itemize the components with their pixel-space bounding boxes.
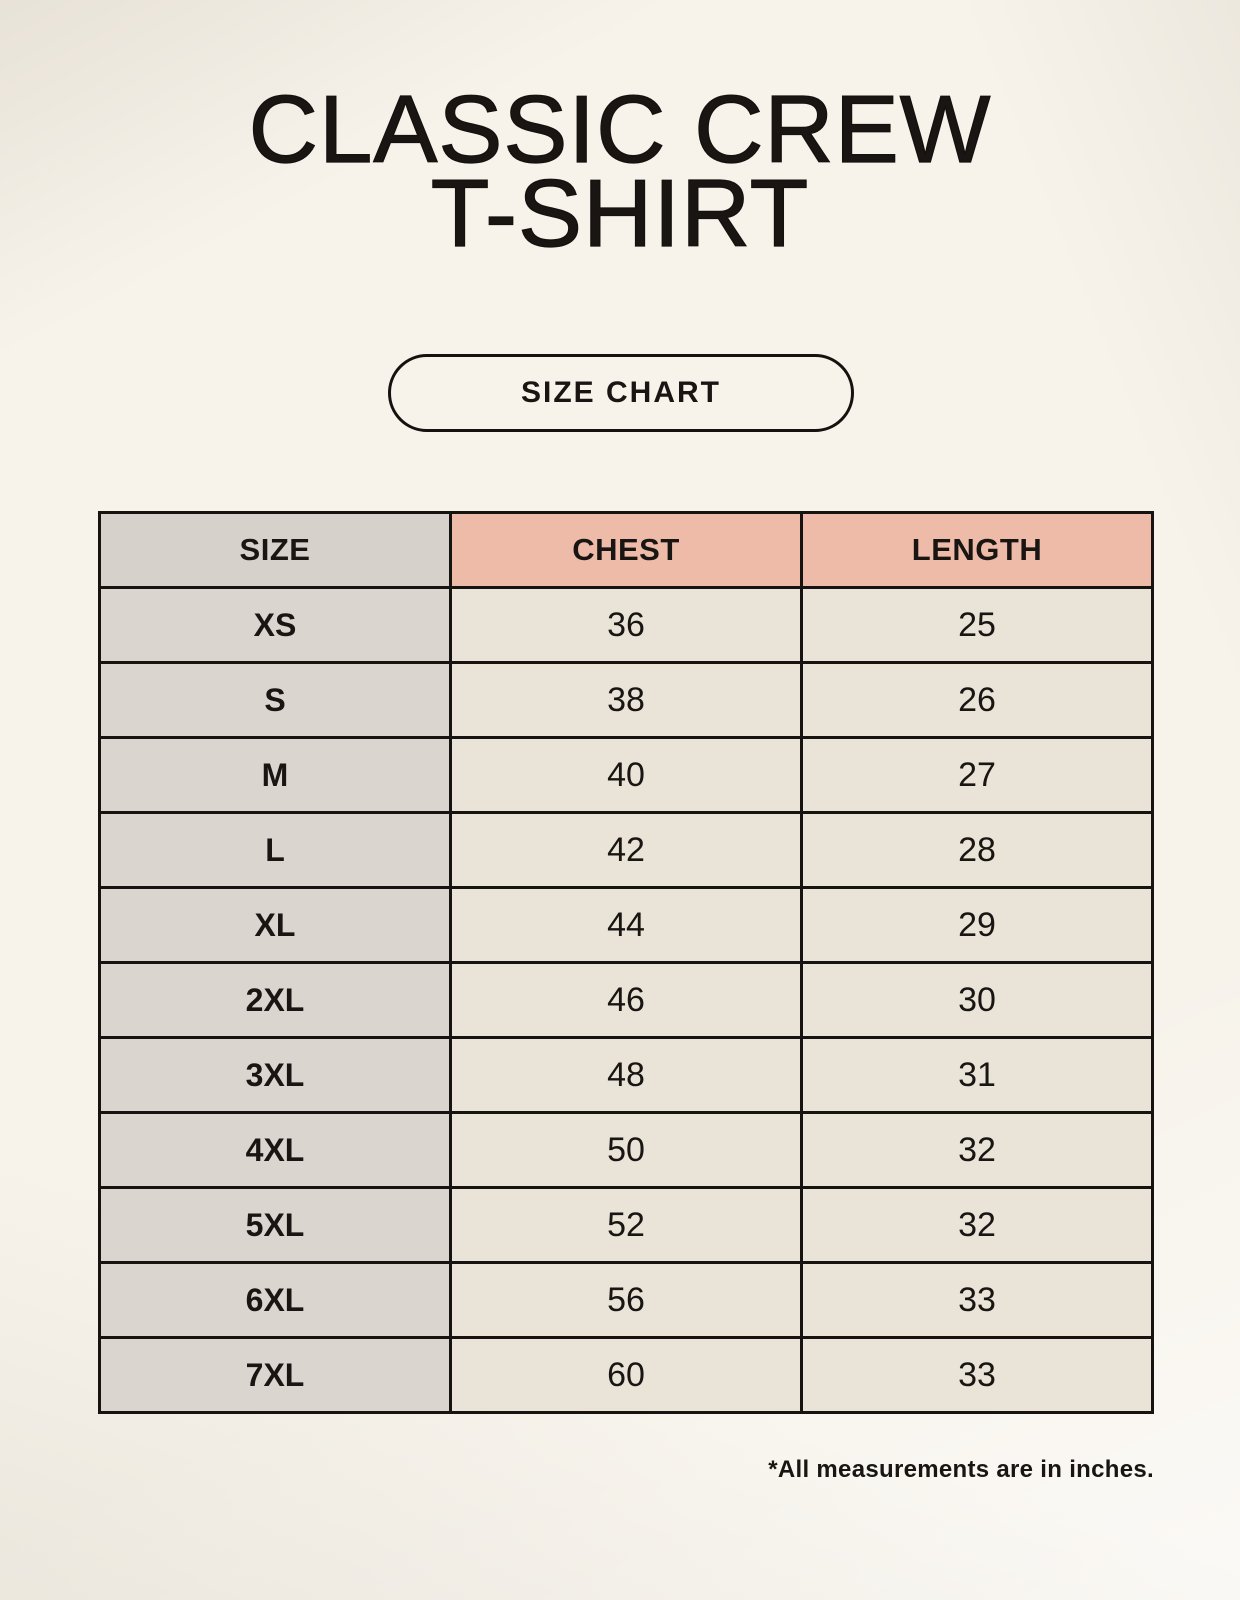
column-header-chest: CHEST [449,511,803,589]
measurement-cell: 40 [449,736,803,814]
size-table-head: SIZE CHEST LENGTH [98,511,1154,589]
table-row: 5XL 52 32 [98,1186,1154,1264]
size-cell: 6XL [98,1261,452,1339]
size-cell: 3XL [98,1036,452,1114]
size-table-body: XS 36 25 S 38 26 M 40 27 L 42 28 XL 44 29 2XL 46 30 3XL 48 3… [98,586,1154,1414]
measurement-cell: 52 [449,1186,803,1264]
size-cell: 5XL [98,1186,452,1264]
measurement-cell: 28 [800,811,1154,889]
table-row: 3XL 48 31 [98,1036,1154,1114]
measurements-footnote: *All measurements are in inches. [768,1456,1154,1483]
measurement-cell: 36 [449,586,803,664]
measurement-cell: 33 [800,1261,1154,1339]
page-title-line2: T-SHIRT [430,160,810,267]
measurement-cell: 48 [449,1036,803,1114]
measurement-cell: 50 [449,1111,803,1189]
size-cell: S [98,661,452,739]
measurement-cell: 27 [800,736,1154,814]
measurement-cell: 26 [800,661,1154,739]
table-row: 7XL 60 33 [98,1336,1154,1414]
measurement-cell: 31 [800,1036,1154,1114]
size-cell: L [98,811,452,889]
size-chart-button[interactable]: SIZE CHART [388,354,854,432]
measurement-cell: 42 [449,811,803,889]
measurement-cell: 46 [449,961,803,1039]
measurement-cell: 33 [800,1336,1154,1414]
size-cell: XS [98,586,452,664]
table-row: L 42 28 [98,811,1154,889]
size-chart-table: SIZE CHEST LENGTH XS 36 25 S 38 26 M 40 27 L 42 28 XL 4… [98,511,1154,1414]
size-chart-button-label: SIZE CHART [521,376,721,409]
table-row: XL 44 29 [98,886,1154,964]
table-row: 4XL 50 32 [98,1111,1154,1189]
measurement-cell: 60 [449,1336,803,1414]
measurement-cell: 25 [800,586,1154,664]
table-row: 2XL 46 30 [98,961,1154,1039]
table-row: 6XL 56 33 [98,1261,1154,1339]
table-row: XS 36 25 [98,586,1154,664]
measurement-cell: 44 [449,886,803,964]
table-row: S 38 26 [98,661,1154,739]
size-cell: 7XL [98,1336,452,1414]
page-title: CLASSIC CREW T-SHIRT [0,76,1240,267]
size-cell: 4XL [98,1111,452,1189]
column-header-size: SIZE [98,511,452,589]
column-header-length: LENGTH [800,511,1154,589]
page-title-line1: CLASSIC CREW [248,76,992,183]
size-table-head-row: SIZE CHEST LENGTH [98,511,1154,589]
size-cell: XL [98,886,452,964]
measurement-cell: 29 [800,886,1154,964]
table-row: M 40 27 [98,736,1154,814]
measurement-cell: 30 [800,961,1154,1039]
measurement-cell: 32 [800,1186,1154,1264]
measurement-cell: 38 [449,661,803,739]
size-cell: M [98,736,452,814]
size-cell: 2XL [98,961,452,1039]
measurement-cell: 32 [800,1111,1154,1189]
measurement-cell: 56 [449,1261,803,1339]
